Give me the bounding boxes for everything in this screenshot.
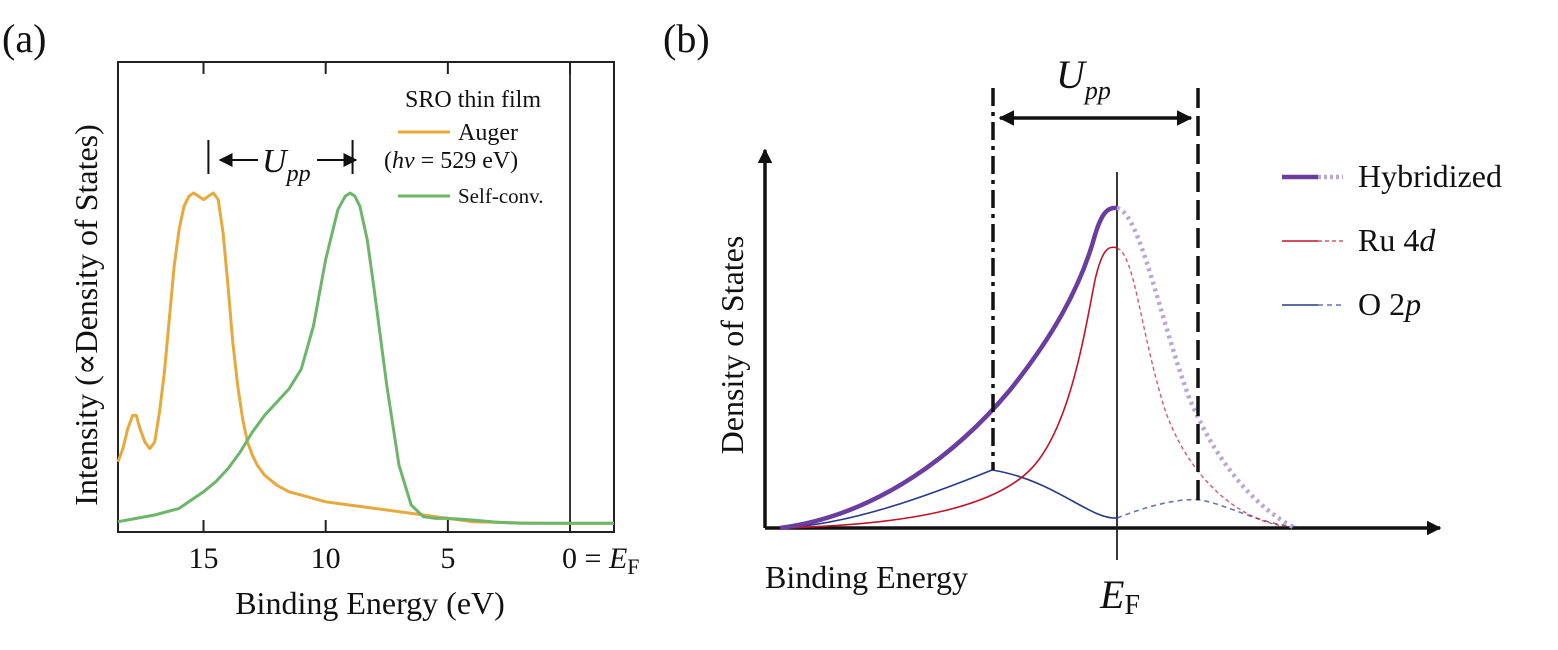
panel-a-series	[116, 191, 614, 525]
legend-label-hybridized: Hybridized	[1358, 158, 1502, 194]
legend-label-auger: Auger	[458, 120, 518, 146]
legend-label-selfconv: Self-conv.	[458, 184, 544, 208]
curve-hybridized-solid	[779, 205, 1118, 531]
series-selfconv-line	[117, 191, 614, 525]
panel-a-ticks	[202, 62, 572, 532]
curve-ru4d-solid	[779, 246, 1118, 529]
panel-b-xlabel: Binding Energy	[765, 559, 968, 595]
legend-title: SRO thin film	[405, 87, 541, 113]
legend-label-o2p: O 2p	[1358, 286, 1421, 322]
panel-b-label: (b)	[663, 16, 710, 61]
panel-b-ylabel: Density of States	[714, 236, 750, 455]
panel-b-ef-label: EF	[1099, 572, 1140, 621]
panel-b-upp-symbol: Upp	[1056, 52, 1111, 105]
panel-b: (b) Upp Density of States Binding Energy…	[663, 16, 1502, 621]
panel-a-upp-annotation: Upp	[207, 140, 358, 187]
x-tick-label-zero-ef: 0 = EF	[562, 542, 640, 579]
curve-ru4d-dashed	[1116, 247, 1291, 528]
panel-b-legend: Hybridized Ru 4d O 2p	[1282, 158, 1502, 322]
x-tick-label: 15	[189, 542, 219, 575]
series-auger-line	[116, 191, 614, 525]
legend-label-ru4d: Ru 4d	[1358, 222, 1436, 258]
panel-a-xlabel: Binding Energy (eV)	[235, 585, 505, 621]
x-tick-label: 5	[440, 542, 455, 575]
x-tick-label: 10	[311, 542, 341, 575]
curve-hybridized-dashed	[1116, 205, 1297, 531]
panel-a-tick-labels: 15 10 5 0 = EF	[189, 542, 640, 579]
panel-a: (a) 15 10 5 0 = EF Upp SRO thin film Auger …	[2, 16, 640, 621]
curve-o2p-solid	[779, 469, 1118, 529]
curve-o2p-dashed	[1116, 498, 1301, 528]
panel-a-legend: SRO thin film Auger (hν = 529 eV) Self-c…	[384, 87, 544, 208]
panel-a-ylabel: Intensity (∝Density of States)	[68, 124, 104, 506]
upp-symbol: Upp	[262, 143, 311, 187]
panel-a-label: (a)	[2, 16, 46, 61]
legend-label-auger-energy: (hν = 529 eV)	[384, 148, 518, 174]
panel-a-frame	[117, 61, 615, 533]
